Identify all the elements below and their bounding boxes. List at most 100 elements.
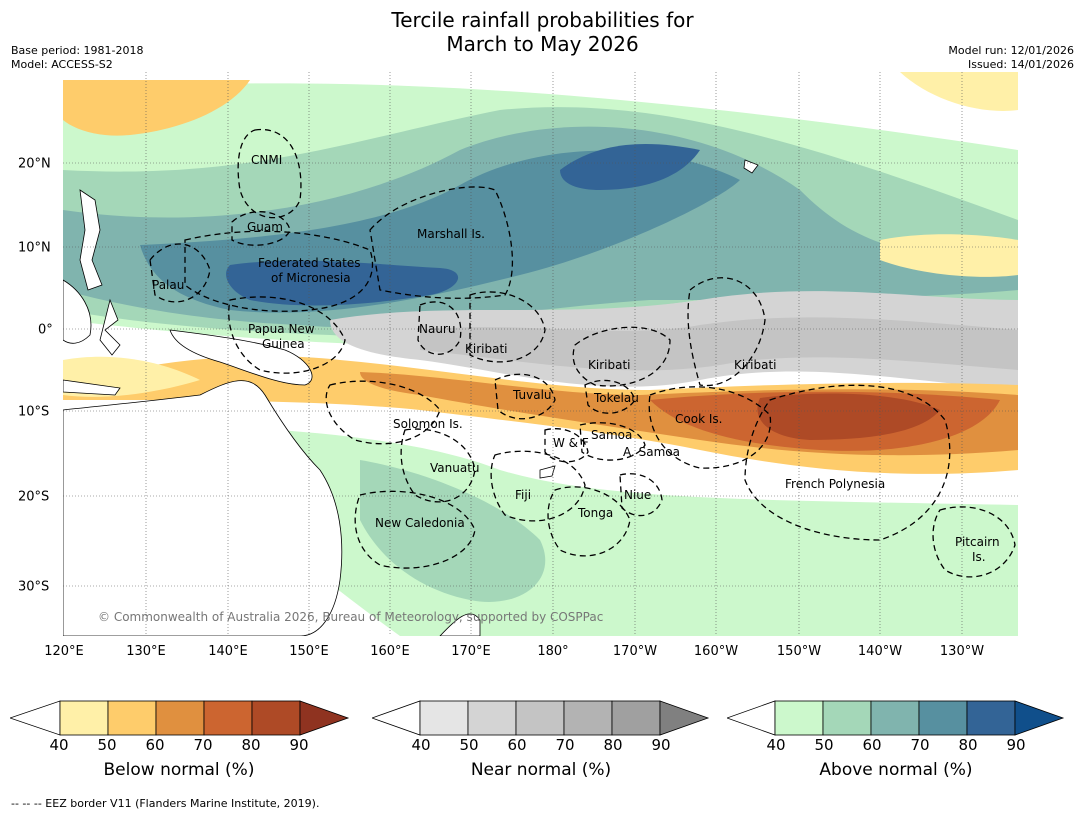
cb-tick: 70 xyxy=(910,736,930,754)
meta-right: Model run: 12/01/2026 Issued: 14/01/2026 xyxy=(948,44,1074,72)
probability-map: © Commonwealth of Australia 2026, Bureau… xyxy=(63,72,1018,636)
colorbar-above-min xyxy=(727,700,776,736)
cb-tick: 60 xyxy=(507,736,527,754)
lon-label: 140°W xyxy=(857,644,903,659)
region-wallis-futuna: W & F xyxy=(553,436,589,450)
title-line-1: Tercile rainfall probabilities for xyxy=(391,8,694,32)
lon-label: 170°E xyxy=(451,644,491,659)
colorbar-above xyxy=(727,700,1065,736)
colorbar-near xyxy=(372,700,710,736)
region-fiji: Fiji xyxy=(515,488,531,502)
colorbar-near-swatch xyxy=(467,700,517,736)
cb-tick: 40 xyxy=(411,736,431,754)
eez-cook xyxy=(648,386,772,469)
eez-tuvalu xyxy=(494,373,556,420)
issued-date: Issued: 14/01/2026 xyxy=(967,58,1074,71)
eez-png xyxy=(228,296,346,374)
new-guinea-land xyxy=(169,329,313,386)
cb-tick: 60 xyxy=(862,736,882,754)
region-fsm-2: of Micronesia xyxy=(271,271,351,285)
region-vanuatu: Vanuatu xyxy=(430,461,480,475)
cb-tick: 70 xyxy=(555,736,575,754)
eez-kiribati-gilbert xyxy=(469,291,546,363)
eez-samoa xyxy=(579,422,646,461)
colorbar-above-swatch xyxy=(966,700,1016,736)
region-guam: Guam xyxy=(247,220,283,234)
colorbar-below-swatch xyxy=(107,700,157,736)
colorbar-near-min xyxy=(372,700,421,736)
region-french-polynesia: French Polynesia xyxy=(785,477,885,491)
eez-pitcairn xyxy=(932,506,1016,578)
colorbar-below-max xyxy=(299,700,350,736)
lon-label: 130°E xyxy=(126,644,166,659)
region-marshall: Marshall Is. xyxy=(417,227,485,241)
fiji-land xyxy=(539,465,556,479)
eez-borders xyxy=(149,128,1016,578)
colorbar-above-swatch xyxy=(918,700,968,736)
lon-label: 170°W xyxy=(612,644,658,659)
region-palau: Palau xyxy=(152,278,184,292)
land-masses xyxy=(63,159,759,636)
colorbar-above-max xyxy=(1014,700,1065,736)
region-samoa: Samoa xyxy=(591,428,632,442)
cb-tick: 90 xyxy=(1006,736,1026,754)
colorbar-below xyxy=(10,700,350,736)
colorbar-near-swatch xyxy=(515,700,565,736)
eez-tokelau xyxy=(584,379,636,414)
new-zealand-land xyxy=(439,613,481,636)
region-tuvalu: Tuvalu xyxy=(512,388,552,402)
model-run: Model run: 12/01/2026 xyxy=(948,44,1074,57)
colorbar-near-max xyxy=(659,700,710,736)
eez-tonga xyxy=(547,486,631,557)
eez-guam xyxy=(231,211,291,246)
colorbar-near-swatch xyxy=(611,700,661,736)
eez-solomon xyxy=(325,380,441,445)
region-png-1: Papua New xyxy=(248,322,315,336)
region-labels: CNMI Guam Marshall Is. Federated States … xyxy=(152,153,1000,564)
region-american-samoa: A. Samoa xyxy=(623,445,680,459)
lat-label: 30°S xyxy=(18,579,50,595)
eez-marshall xyxy=(369,186,514,299)
colorbar-near-swatch xyxy=(419,700,469,736)
cb-tick: 40 xyxy=(49,736,69,754)
copyright-notice: © Commonwealth of Australia 2026, Bureau… xyxy=(98,610,603,624)
colorbar-near-swatch xyxy=(563,700,613,736)
java-land xyxy=(63,379,121,396)
region-cnmi: CNMI xyxy=(251,153,282,167)
above-normal-south-60 xyxy=(360,460,546,602)
eez-cnmi xyxy=(237,128,302,219)
region-fsm-1: Federated States xyxy=(258,256,360,270)
map-title: Tercile rainfall probabilities for March… xyxy=(0,8,1085,56)
meta-left: Base period: 1981-2018 Model: ACCESS-S2 xyxy=(11,44,143,72)
lat-label: 10°S xyxy=(18,404,50,420)
region-kiribati-gilbert: Kiribati xyxy=(465,342,507,356)
below-normal-core xyxy=(757,393,940,440)
below-normal-nw-patch xyxy=(900,72,1018,111)
model-name: Model: ACCESS-S2 xyxy=(11,58,113,71)
below-normal-east-patch xyxy=(880,234,1018,277)
cb-tick: 90 xyxy=(289,736,309,754)
region-png-2: Guinea xyxy=(262,337,305,351)
base-period: Base period: 1981-2018 xyxy=(11,44,144,57)
lat-label: 20°N xyxy=(18,156,51,172)
colorbar-above-swatch xyxy=(774,700,824,736)
region-niue: Niue xyxy=(624,488,651,502)
borneo-land xyxy=(63,279,92,344)
eez-vanuatu xyxy=(400,428,476,503)
lon-label: 150°W xyxy=(776,644,822,659)
lat-label: 20°S xyxy=(18,489,50,505)
region-new-caledonia: New Caledonia xyxy=(375,516,465,530)
lat-label: 10°N xyxy=(18,240,51,256)
colorbar-above-swatch xyxy=(870,700,920,736)
cb-tick: 50 xyxy=(814,736,834,754)
eez-wallis xyxy=(544,428,589,463)
colorbar-above-title: Above normal (%) xyxy=(819,760,973,780)
region-solomon: Solomon Is. xyxy=(393,417,463,431)
colorbar-below-swatch xyxy=(251,700,301,736)
probability-fields xyxy=(63,72,1018,636)
region-pitcairn-2: Is. xyxy=(972,550,986,564)
region-nauru: Nauru xyxy=(419,322,455,336)
eez-kiribati-phoenix xyxy=(572,326,671,387)
above-normal-core-hawaii xyxy=(560,144,700,190)
australia-land xyxy=(63,380,343,636)
